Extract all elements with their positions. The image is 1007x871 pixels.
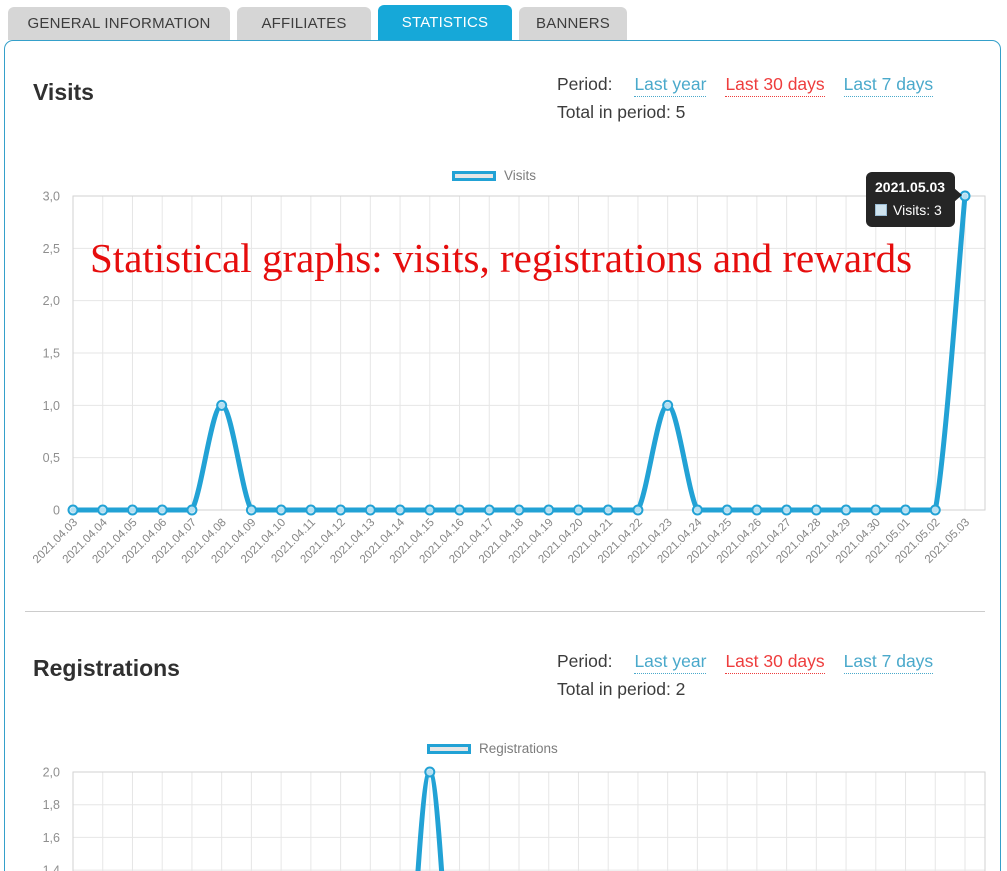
svg-text:1,0: 1,0	[43, 399, 60, 413]
tab-label: BANNERS	[536, 15, 610, 32]
tab-label: AFFILIATES	[261, 15, 347, 32]
svg-text:2,0: 2,0	[43, 766, 60, 780]
tooltip-series-swatch-icon	[875, 204, 887, 217]
registrations-legend-swatch-icon	[427, 743, 471, 754]
svg-text:0: 0	[53, 504, 60, 518]
chart-tooltip: 2021.05.03 Visits: 3	[866, 172, 963, 228]
svg-text:1,4: 1,4	[43, 864, 60, 871]
period-label: Period:	[557, 651, 613, 671]
tab-affiliates[interactable]: AFFILIATES	[237, 7, 371, 40]
tab-general-information[interactable]: GENERAL INFORMATION	[8, 7, 230, 40]
svg-text:1,5: 1,5	[43, 347, 60, 361]
registrations-section-title: Registrations	[33, 655, 180, 681]
svg-text:0,5: 0,5	[43, 451, 60, 465]
tab-label: STATISTICS	[401, 14, 489, 31]
svg-text:2,0: 2,0	[43, 294, 60, 308]
visits-link-last-7-days[interactable]: Last 7 days	[843, 74, 934, 97]
svg-text:2,5: 2,5	[43, 242, 60, 256]
visits-line-chart[interactable]: 3,02,52,01,51,00,502021.04.032021.04.042…	[0, 160, 1007, 610]
tooltip-date: 2021.05.03	[875, 179, 946, 195]
svg-text:3,0: 3,0	[43, 190, 60, 204]
tab-banners[interactable]: BANNERS	[519, 7, 627, 40]
visits-section-title: Visits	[33, 79, 94, 105]
registrations-link-last-year[interactable]: Last year	[634, 651, 707, 674]
tab-statistics[interactable]: STATISTICS	[378, 5, 512, 40]
tooltip-value: Visits: 3	[893, 201, 942, 218]
visits-link-last-30-days[interactable]: Last 30 days	[725, 74, 825, 97]
registrations-total-in-period: Total in period: 2	[557, 679, 686, 699]
section-divider	[25, 611, 985, 612]
registrations-legend-label: Registrations	[479, 741, 558, 756]
content-panel	[4, 40, 1001, 871]
visits-total-in-period: Total in period: 5	[557, 102, 686, 122]
tooltip-arrow-icon	[954, 188, 963, 202]
registrations-line-chart[interactable]: 2,0 1,8 1,6 1,4	[0, 735, 1007, 871]
svg-text:1,8: 1,8	[43, 798, 60, 812]
registrations-period-block: Period: Last year Last 30 days Last 7 da…	[557, 651, 952, 700]
registrations-link-last-7-days[interactable]: Last 7 days	[843, 651, 934, 674]
visits-legend: Visits	[452, 168, 536, 183]
visits-legend-swatch-icon	[452, 170, 496, 181]
visits-legend-label: Visits	[504, 168, 537, 183]
svg-text:1,6: 1,6	[43, 831, 60, 845]
registrations-legend: Registrations	[427, 741, 558, 756]
visits-link-last-year[interactable]: Last year	[634, 74, 707, 97]
registrations-link-last-30-days[interactable]: Last 30 days	[725, 651, 825, 674]
period-label: Period:	[557, 74, 613, 94]
tab-label: GENERAL INFORMATION	[27, 15, 211, 32]
visits-period-block: Period: Last year Last 30 days Last 7 da…	[557, 74, 952, 123]
